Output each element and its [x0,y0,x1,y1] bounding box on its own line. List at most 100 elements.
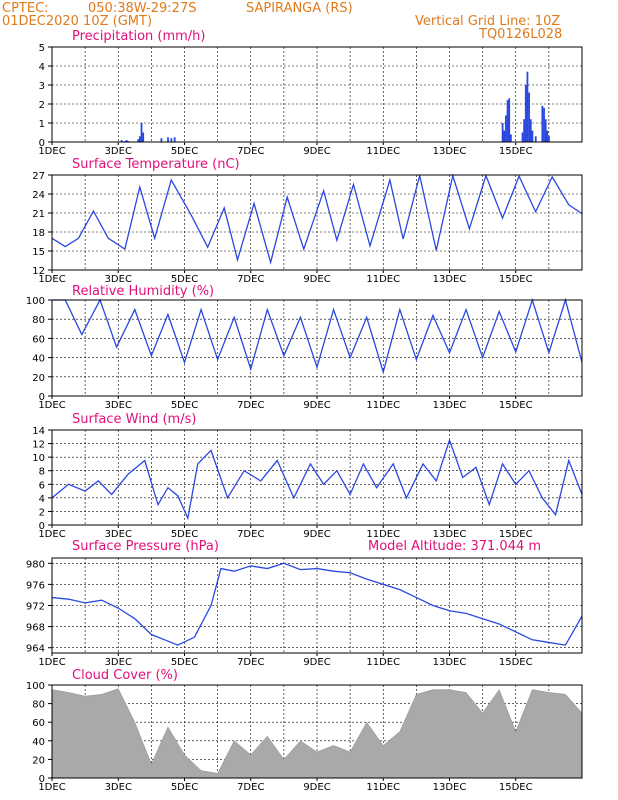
wind-ytick-label: 2 [39,507,45,518]
precipitation-bar [125,140,128,142]
precipitation-bar [531,130,534,142]
precipitation-xtick-label: 11DEC [366,146,400,157]
humidity-ytick-label: 100 [26,296,45,307]
temperature-xtick-label: 5DEC [171,274,198,285]
precipitation-bar [544,119,547,142]
cloud-cover-ytick-label: 20 [32,755,45,766]
header-run: 01DEC2020 10Z (GMT) [2,14,152,29]
cloud-cover-xtick-label: 3DEC [105,782,132,793]
wind-ytick-label: 12 [32,440,45,451]
pressure-xtick-label: 15DEC [499,657,533,668]
cloud-cover-panel: Cloud Cover (%) 0 20 40 60 80 100 1DEC 3DEC 5DEC 7… [26,668,583,793]
precipitation-bar [508,98,511,142]
pressure-ytick-label: 976 [26,580,45,591]
temperature-title: Surface Temperature (nC) [72,157,240,172]
temperature-xtick-label: 15DEC [499,274,533,285]
precipitation-bar [138,136,141,142]
precipitation-bar [170,138,173,142]
cloud-cover-xtick-label: 7DEC [237,782,264,793]
precipitation-xtick-label: 3DEC [105,146,132,157]
temperature-ytick-label: 12 [32,266,45,277]
pressure-panel: Surface Pressure (hPa) 964 968 972 976 980 1DE… [26,539,583,668]
cloud-cover-xtick-label: 1DEC [38,782,65,793]
header-coords: 050:38W-29:27S [88,1,196,16]
humidity-xtick-label: 1DEC [38,400,65,411]
cloud-cover-ytick-label: 0 [39,774,45,785]
temperature-ytick-label: 15 [32,247,45,258]
precipitation-bar [541,105,544,142]
humidity-xtick-label: 9DEC [303,400,330,411]
humidity-xtick-label: 5DEC [171,400,198,411]
humidity-xtick-label: 3DEC [105,400,132,411]
temperature-panel: Surface Temperature (nC) 12 15 18 21 24 27 1DEC… [32,157,583,285]
precipitation-panel: Precipitation (mm/h) 0 1 2 3 4 5 1DEC 3DEC 5DEC 7D… [38,29,583,157]
pressure-xtick-label: 1DEC [38,657,65,668]
pressure-ytick-label: 972 [26,602,45,613]
pressure-title: Surface Pressure (hPa) [72,539,219,554]
pressure-xtick-label: 13DEC [433,657,467,668]
precipitation-bar [173,137,176,142]
wind-ytick-label: 14 [32,426,45,437]
precipitation-xtick-label: 9DEC [303,146,330,157]
cloud-cover-area [51,688,583,779]
humidity-ytick-label: 20 [32,373,45,384]
wind-xtick-label: 5DEC [171,529,198,540]
precipitation-title: Precipitation (mm/h) [72,29,205,44]
temperature-xtick-label: 9DEC [303,274,330,285]
humidity-line [52,297,583,375]
pressure-ytick-label: 968 [26,623,45,634]
precipitation-xtick-label: 7DEC [237,146,264,157]
wind-xtick-label: 7DEC [237,529,264,540]
precipitation-ytick-label: 4 [39,62,45,73]
precipitation-bar [506,100,509,142]
precipitation-bar [528,92,530,142]
cloud-cover-xtick-label: 13DEC [433,782,467,793]
cloud-cover-title: Cloud Cover (%) [72,668,178,683]
header-grid-note: Vertical Grid Line: 10Z [415,14,560,29]
temperature-ytick-label: 27 [32,171,45,182]
precipitation-ytick-label: 1 [39,119,45,130]
precipitation-bar [521,132,524,142]
pressure-xtick-label: 3DEC [105,657,132,668]
wind-xtick-label: 15DEC [499,529,533,540]
header-location: SAPIRANGA (RS) [246,1,353,16]
precipitation-bar [120,140,123,142]
precipitation-ytick-label: 0 [39,138,45,149]
precipitation-bar [509,134,512,142]
wind-ytick-label: 10 [32,453,45,464]
precipitation-bar [546,130,549,142]
precipitation-bar [534,136,537,142]
wind-xtick-label: 11DEC [366,529,400,540]
temperature-line [51,173,583,265]
cloud-cover-ytick-label: 60 [32,718,45,729]
pressure-xtick-label: 11DEC [366,657,400,668]
precipitation-ytick-label: 2 [39,100,45,111]
precipitation-bar [524,85,527,142]
precipitation-bar [523,119,526,142]
precipitation-bar [526,71,529,142]
cloud-cover-xtick-label: 5DEC [171,782,198,793]
wind-ytick-label: 6 [39,480,45,491]
precipitation-bar [543,107,545,142]
precipitation-bar [503,130,506,142]
temperature-xtick-label: 11DEC [366,274,400,285]
humidity-xtick-label: 7DEC [237,400,264,411]
humidity-title: Relative Humidity (%) [72,284,214,299]
precipitation-bar [140,123,143,142]
wind-title: Surface Wind (m/s) [72,412,196,427]
header-code: TQ0126L028 [478,27,562,42]
temperature-xtick-label: 1DEC [38,274,65,285]
precipitation-xtick-label: 13DEC [433,146,467,157]
wind-xtick-label: 9DEC [303,529,330,540]
humidity-ytick-label: 40 [32,354,45,365]
temperature-ytick-label: 24 [32,190,45,201]
cloud-cover-xtick-label: 9DEC [303,782,330,793]
humidity-panel: Relative Humidity (%) 0 20 40 60 80 100 1DEC 3DE… [26,284,583,411]
wind-line [51,438,583,521]
humidity-xtick-label: 15DEC [499,400,533,411]
wind-ytick-label: 4 [39,494,45,505]
precipitation-ytick-label: 5 [39,43,45,54]
wind-xtick-label: 1DEC [38,529,65,540]
precipitation-xtick-label: 15DEC [499,146,533,157]
temperature-ytick-label: 18 [32,228,45,239]
